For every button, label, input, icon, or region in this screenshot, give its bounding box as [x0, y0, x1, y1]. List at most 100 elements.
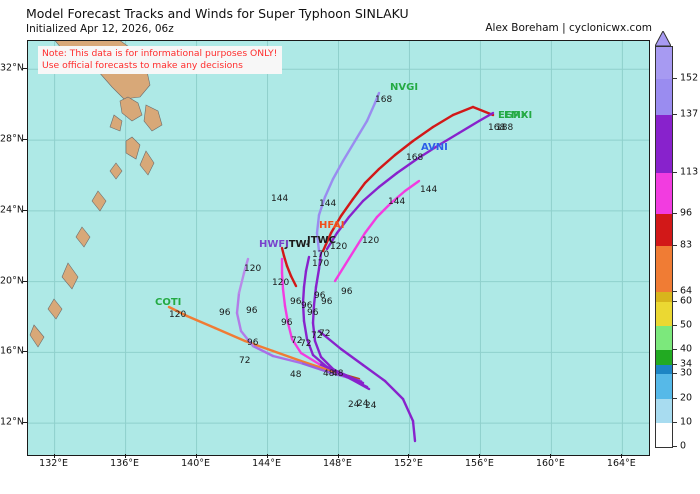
model-label-egri: EGRI: [498, 110, 525, 121]
x-axis-tick-label: 136°E: [110, 458, 140, 469]
forecast-hour-label: 120: [169, 310, 187, 320]
x-axis-tick-label: 132°E: [39, 458, 69, 469]
x-axis-tick: [195, 454, 197, 458]
x-axis-tick: [266, 454, 268, 458]
forecast-hour-label: 96: [247, 338, 259, 348]
colorbar-tick-label: 83: [680, 239, 693, 251]
forecast-hour-label: 96: [301, 301, 313, 311]
forecast-hour-label: 24: [365, 401, 377, 411]
colorbar-band-30-34: [656, 364, 672, 375]
colorbar-over-arrow-icon: [655, 31, 671, 47]
x-axis-tick-label: 156°E: [464, 458, 494, 469]
x-axis-tick: [408, 454, 410, 458]
colorbar-tick-label: 34: [680, 358, 693, 370]
disclaimer-note: Note: This data is for informational pur…: [38, 46, 283, 74]
page-title: Model Forecast Tracks and Winds for Supe…: [26, 6, 409, 21]
disclaimer-line-1: Note: This data is for informational pur…: [42, 48, 278, 59]
forecast-hour-label: 168: [406, 153, 424, 163]
y-axis-tick-label: 28°N: [0, 133, 24, 145]
y-axis-tick: [23, 280, 27, 282]
forecast-hour-label: 144: [420, 185, 438, 195]
x-axis-tick: [479, 454, 481, 458]
colorbar-tick: [672, 290, 677, 292]
forecast-hour-label: 144: [271, 194, 289, 204]
model-label-jtwi: JTWI: [285, 239, 311, 250]
colorbar-tick: [672, 300, 677, 302]
model-label-coti: COTI: [155, 297, 182, 308]
forecast-hour-label: 96: [321, 297, 333, 307]
x-axis-tick: [53, 454, 55, 458]
forecast-hour-label: 24: [357, 399, 369, 409]
initialization-time: Initialized Apr 12, 2026, 06z: [26, 23, 174, 35]
colorbar-tick-label: 20: [680, 392, 693, 403]
map-plot-area[interactable]: Note: This data is for informational pur…: [27, 40, 650, 456]
colorbar-band-34-40: [656, 350, 672, 365]
colorbar-tick-label: 64: [680, 285, 693, 297]
forecast-track-layer: [167, 91, 495, 443]
colorbar-band-50-60: [656, 301, 672, 326]
forecast-hour-label: 48: [323, 369, 335, 379]
forecast-hour-label: 120: [362, 236, 380, 246]
forecast-hour-label: 96: [314, 291, 326, 301]
colorbar-tick: [672, 421, 677, 423]
colorbar-tick: [672, 363, 677, 365]
colorbar-tick: [672, 213, 677, 215]
forecast-hour-label: 72: [311, 331, 323, 341]
colorbar-tick: [672, 349, 677, 351]
colorbar-band-96-113: [656, 173, 672, 215]
colorbar-tick-label: 113: [680, 166, 699, 178]
x-axis-tick-label: 160°E: [535, 458, 565, 469]
y-axis-tick: [23, 209, 27, 211]
y-axis-tick: [23, 139, 27, 141]
forecast-hour-label: 170: [312, 259, 330, 269]
colorbar-tick: [672, 244, 677, 246]
attribution-credit: Alex Boreham | cyclonicwx.com: [485, 22, 652, 34]
x-axis-tick-label: 164°E: [606, 458, 636, 469]
forecast-hour-label: 48: [332, 369, 344, 379]
forecast-hour-label: 144: [319, 199, 337, 209]
forecast-hour-label: 96: [307, 308, 319, 318]
forecast-hour-label: 96: [281, 318, 293, 328]
colorbar-band-64-83: [656, 245, 672, 292]
y-axis-tick: [23, 351, 27, 353]
colorbar-tick: [672, 77, 677, 79]
forecast-hour-label: 120: [272, 278, 290, 288]
y-axis-tick-label: 20°N: [0, 275, 24, 287]
x-axis-tick: [124, 454, 126, 458]
forecast-hour-label: 24: [348, 400, 360, 410]
colorbar-tick-label: 0: [680, 440, 687, 452]
colorbar-tick: [672, 373, 677, 375]
model-label-jtwc: JTWC: [307, 235, 336, 246]
forecast-hour-label: 72: [239, 356, 251, 366]
colorbar-band-40-50: [656, 325, 672, 351]
colorbar-tick: [672, 397, 677, 399]
model-label-nvgi: NVGI: [390, 82, 419, 93]
disclaimer-line-2: Use official forecasts to make any decis…: [42, 59, 243, 71]
colorbar-tick: [672, 446, 677, 447]
colorbar-tick: [672, 113, 677, 115]
forecast-hour-label: 168: [488, 123, 506, 133]
x-axis-tick: [337, 454, 339, 458]
wind-speed-colorbar[interactable]: [655, 46, 673, 448]
colorbar-tick-label: 30: [680, 367, 693, 379]
forecast-hour-label: 144: [388, 197, 406, 207]
graticule-grid: [28, 41, 649, 455]
x-axis-tick: [550, 454, 552, 458]
colorbar-tick-label: 10: [680, 416, 693, 428]
forecast-hour-label: 188: [496, 123, 514, 133]
colorbar-tick-label: 152: [680, 72, 699, 83]
y-axis-tick-label: 12°N: [0, 416, 24, 428]
x-axis-tick-label: 140°E: [181, 458, 210, 469]
forecast-hour-label: 72: [319, 329, 331, 339]
x-axis-tick-label: 144°E: [252, 458, 281, 469]
forecast-hour-label: 96: [341, 287, 353, 297]
colorbar-band-83-96: [656, 214, 672, 246]
map-canvas: [28, 41, 649, 455]
colorbar-tick: [672, 324, 677, 326]
y-axis-tick: [23, 68, 27, 70]
x-axis-tick-label: 152°E: [394, 458, 423, 469]
forecast-hour-label: 120: [244, 264, 262, 274]
forecast-hour-label: 72: [300, 339, 312, 349]
colorbar-tick-label: 50: [680, 319, 693, 331]
